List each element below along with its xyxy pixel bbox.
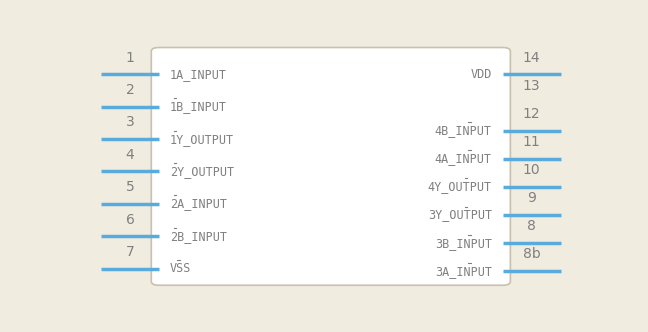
Text: 13: 13 [523,79,540,93]
Text: 14: 14 [523,51,540,65]
Text: 1: 1 [126,51,134,65]
Text: 10: 10 [523,163,540,177]
Text: 3: 3 [126,116,134,129]
Text: VSS: VSS [170,262,191,275]
Text: 4Y_OUTPUT: 4Y_OUTPUT [428,180,492,193]
Text: 2A_INPUT: 2A_INPUT [170,198,227,210]
Text: 8b: 8b [523,247,540,262]
Text: 5: 5 [126,180,134,194]
Text: 2Y_OUTPUT: 2Y_OUTPUT [170,165,234,178]
Text: VDD: VDD [470,68,492,81]
Text: 7: 7 [126,245,134,259]
Text: 4B_INPUT: 4B_INPUT [435,124,492,137]
Text: 2: 2 [126,83,134,97]
Text: 9: 9 [527,191,536,205]
Text: 2B_INPUT: 2B_INPUT [170,230,227,243]
Text: 1Y_OUTPUT: 1Y_OUTPUT [170,132,234,146]
Text: 4: 4 [126,148,134,162]
Text: 3A_INPUT: 3A_INPUT [435,265,492,278]
Text: 3Y_OUTPUT: 3Y_OUTPUT [428,208,492,221]
Text: 1A_INPUT: 1A_INPUT [170,68,227,81]
Text: 4A_INPUT: 4A_INPUT [435,152,492,165]
Text: 11: 11 [523,135,540,149]
FancyBboxPatch shape [151,47,511,285]
Text: 6: 6 [126,212,134,226]
Text: 1B_INPUT: 1B_INPUT [170,100,227,113]
Text: 3B_INPUT: 3B_INPUT [435,237,492,250]
Text: 12: 12 [523,107,540,121]
Text: 8: 8 [527,219,536,233]
